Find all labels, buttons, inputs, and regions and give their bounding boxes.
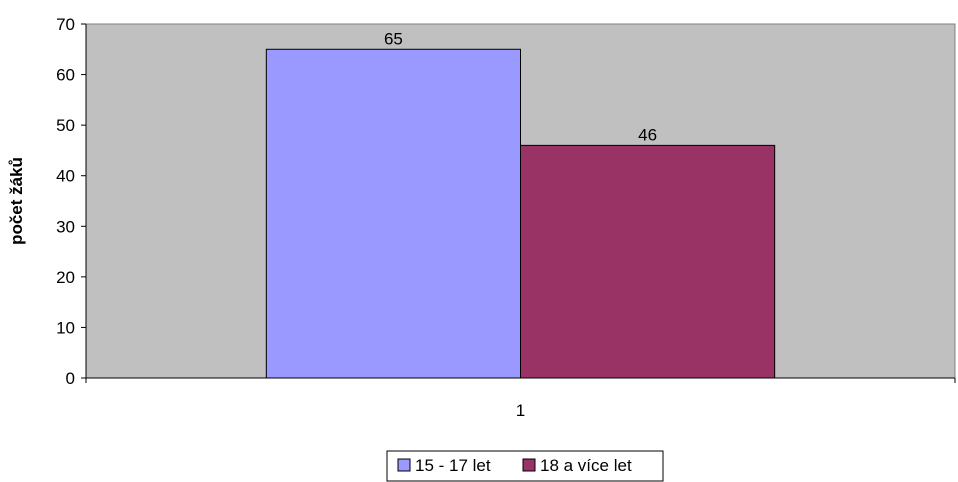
legend-label: 18 a více let xyxy=(540,456,632,475)
y-tick-label: 60 xyxy=(56,66,75,85)
y-axis-title: počet žáků xyxy=(7,157,26,245)
x-tick-label: 1 xyxy=(516,401,525,420)
y-tick-label: 50 xyxy=(56,116,75,135)
legend-swatch xyxy=(522,458,536,472)
legend-swatch xyxy=(397,458,411,472)
y-tick-label: 30 xyxy=(56,217,75,236)
data-label: 46 xyxy=(638,125,657,144)
data-label: 65 xyxy=(384,29,403,48)
bar-2 xyxy=(520,144,776,379)
legend: 15 - 17 let 18 a více let xyxy=(386,450,664,482)
y-tick-label: 10 xyxy=(56,318,75,337)
y-tick-label: 0 xyxy=(66,369,75,388)
bar-1 xyxy=(265,48,521,379)
y-tick-label: 20 xyxy=(56,268,75,287)
legend-label: 15 - 17 let xyxy=(415,456,491,475)
y-tick-label: 40 xyxy=(56,167,75,186)
y-tick-label: 70 xyxy=(56,15,75,34)
